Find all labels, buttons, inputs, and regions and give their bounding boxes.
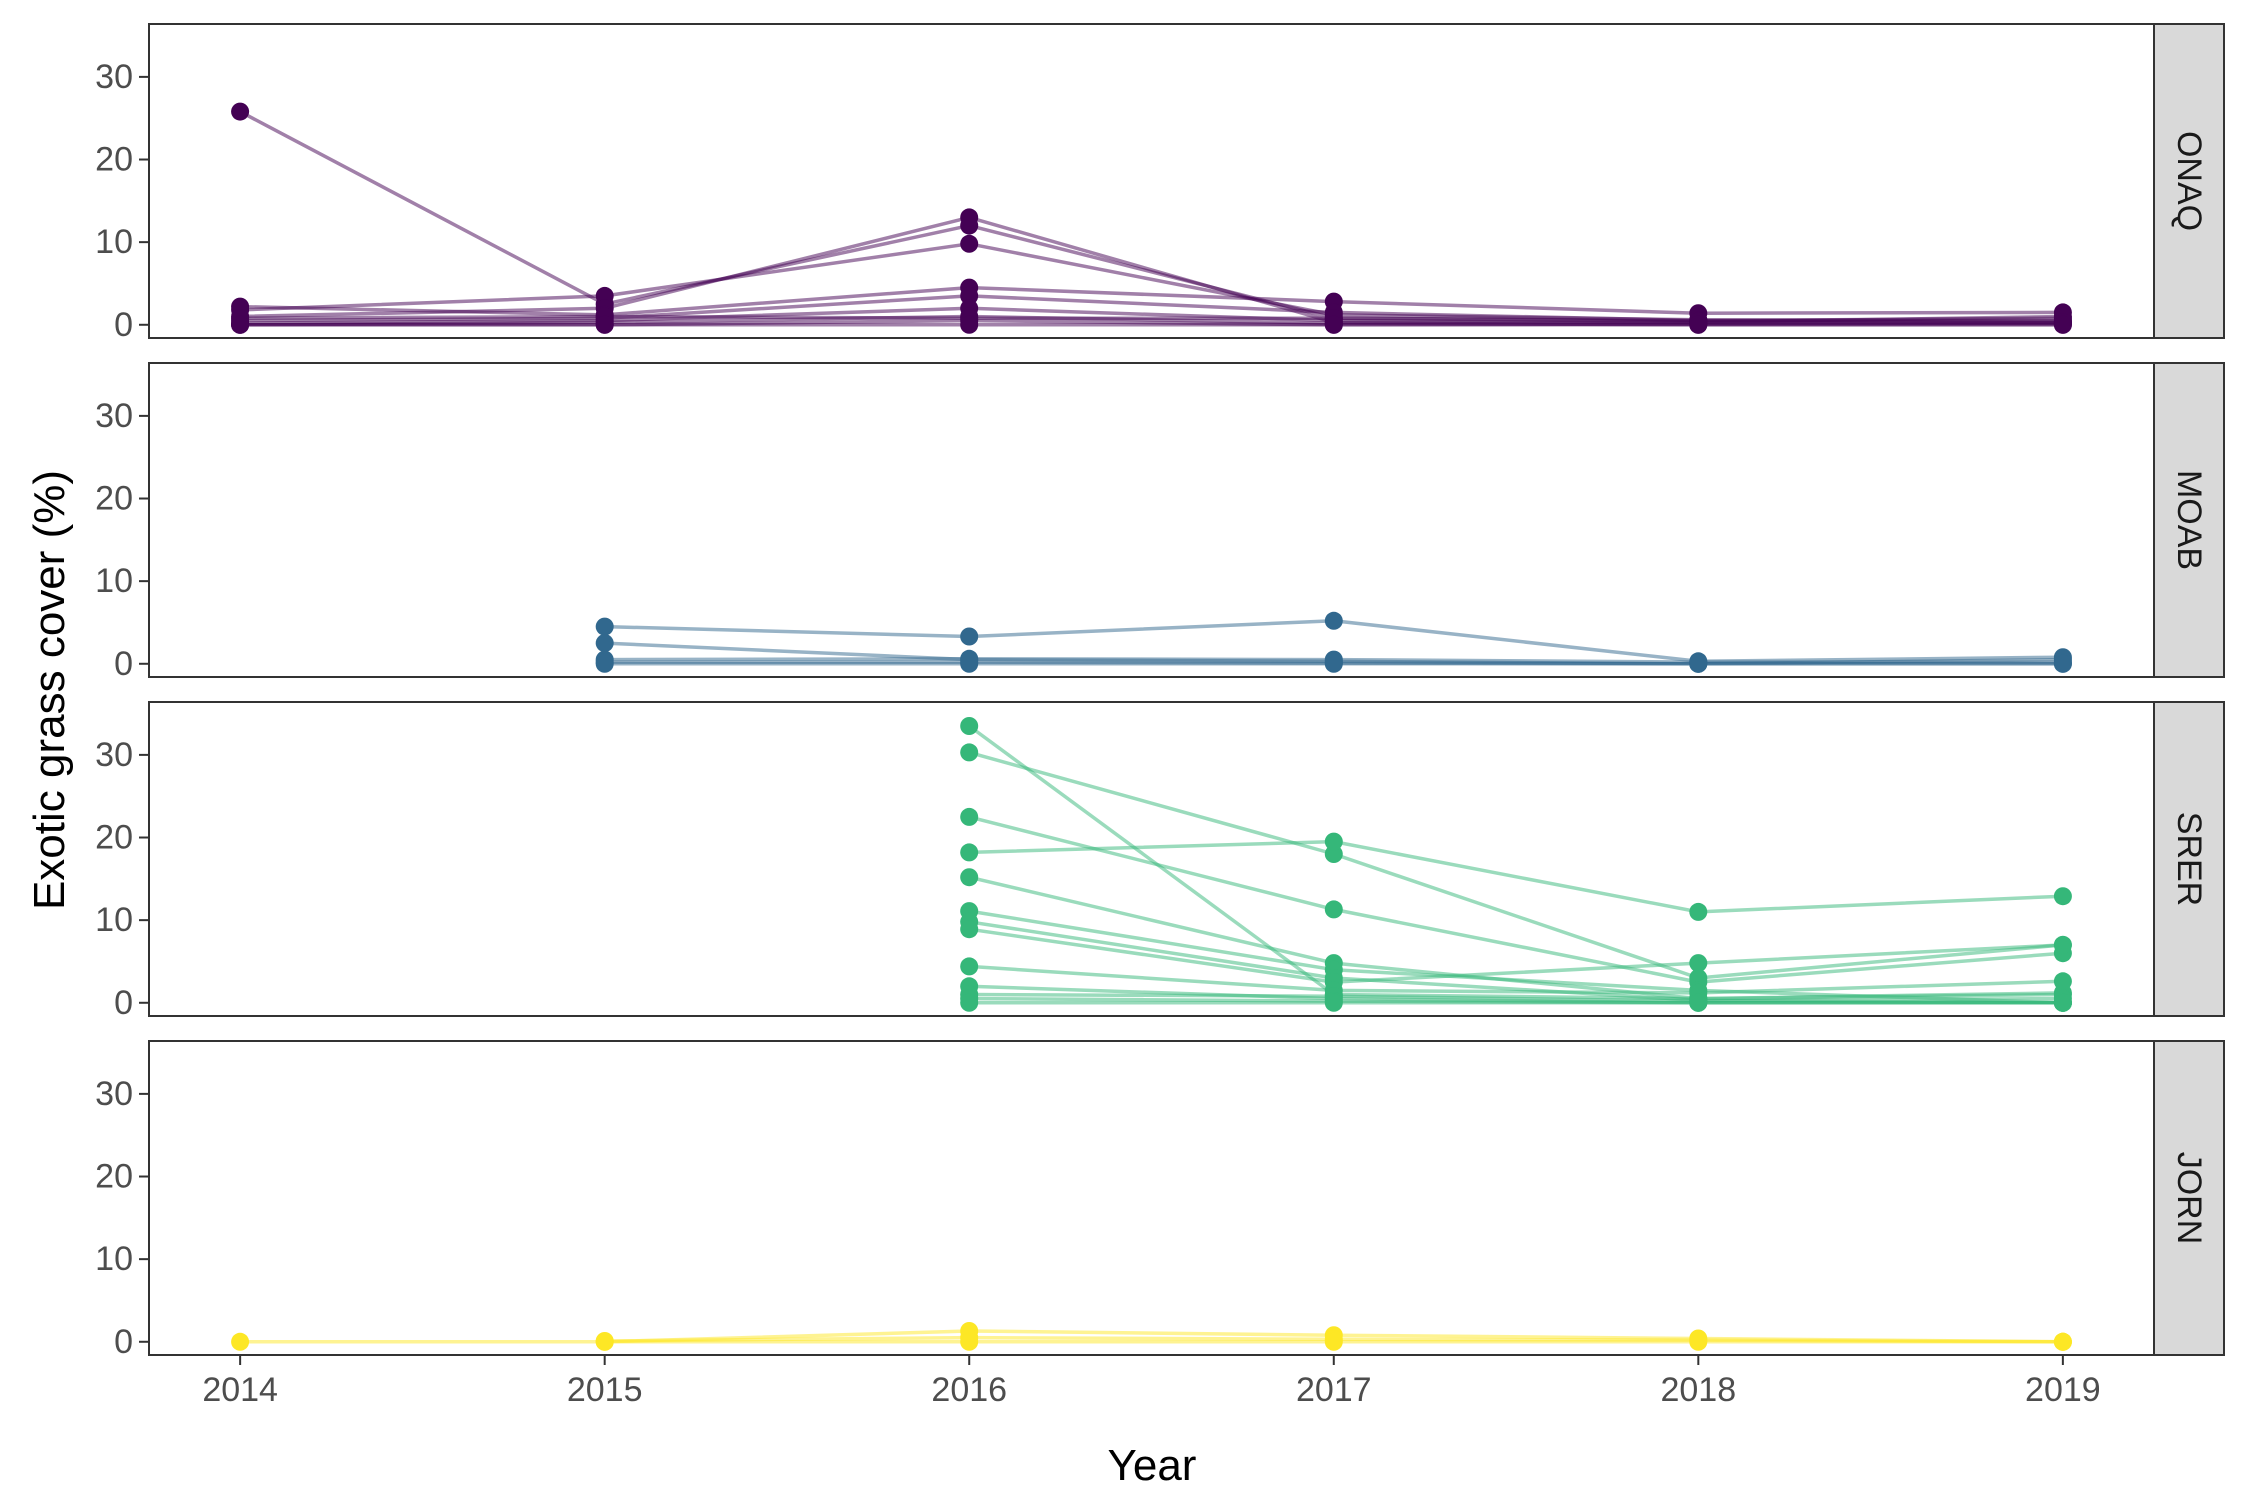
- panel-moab: MOAB 0 10 20 30: [95, 362, 2225, 683]
- series-line: [967, 992, 2065, 1003]
- data-point: [960, 286, 979, 305]
- data-point: [960, 920, 979, 939]
- y-tick-label: 10: [95, 562, 133, 600]
- data-point: [2053, 315, 2072, 334]
- y-tick-label: 20: [95, 480, 133, 518]
- data-point: [1324, 832, 1343, 851]
- data-point: [595, 1332, 614, 1351]
- series-line: [967, 815, 2065, 984]
- data-point: [960, 717, 979, 735]
- data-point: [1689, 902, 1708, 921]
- strip-label: MOAB: [2170, 470, 2208, 570]
- panel-border: [148, 1040, 2155, 1356]
- y-tick-label: 30: [95, 397, 133, 435]
- data-point: [2053, 654, 2072, 673]
- series-line: [238, 285, 2065, 317]
- data-point: [960, 868, 979, 887]
- y-tick-label: 10: [95, 223, 133, 261]
- data-point: [960, 1332, 979, 1351]
- data-point: [960, 315, 979, 334]
- y-tick-label: 20: [95, 1158, 133, 1196]
- x-axis-title: Year: [1108, 1441, 1197, 1490]
- data-point: [2053, 887, 2072, 906]
- strip-background: [2153, 23, 2225, 339]
- panel-srer: SRER 0 10 20 30: [95, 701, 2225, 1022]
- data-point: [960, 743, 979, 762]
- data-point: [960, 208, 979, 227]
- y-tick-label: 30: [95, 1075, 133, 1113]
- series-line: [967, 909, 2065, 1005]
- data-point: [960, 627, 979, 646]
- data-point: [960, 234, 979, 253]
- y-tick-label: 30: [95, 58, 133, 96]
- strip-background: [2153, 362, 2225, 678]
- panel-border: [148, 23, 2155, 339]
- y-tick-label: 20: [95, 141, 133, 179]
- x-tick-label: 2017: [1296, 1371, 1372, 1409]
- y-tick-label: 0: [114, 306, 133, 344]
- data-point: [1689, 315, 1708, 334]
- data-point: [960, 993, 979, 1012]
- y-tick-label: 10: [95, 1240, 133, 1278]
- data-point: [1689, 654, 1708, 673]
- panel-onaq: ONAQ 0 10 20 30: [95, 23, 2225, 344]
- data-point: [595, 653, 614, 672]
- data-point: [595, 617, 614, 636]
- data-point: [1324, 654, 1343, 672]
- data-point: [2053, 1332, 2072, 1351]
- data-point: [231, 1332, 250, 1351]
- y-tick-label: 0: [114, 1323, 133, 1361]
- x-tick-label: 2018: [1660, 1371, 1736, 1409]
- data-point: [2053, 993, 2072, 1012]
- y-tick-label: 0: [114, 645, 133, 683]
- data-point: [2053, 972, 2072, 991]
- strip-background: [2153, 701, 2225, 1017]
- data-point: [1324, 1332, 1343, 1351]
- data-point: [1324, 993, 1343, 1012]
- panels-layer: ONAQ 0 10 20 30 MOAB 0 10 20 30 SRER 0 10 20 30 JORN 0 10…: [95, 23, 2225, 1361]
- strip-background: [2153, 1040, 2225, 1356]
- data-point: [960, 957, 979, 976]
- y-axis-title: Exotic grass cover (%): [25, 470, 74, 910]
- panel-jorn: JORN 0 10 20 30: [95, 1040, 2225, 1361]
- data-point: [1324, 845, 1343, 863]
- strip-label: ONAQ: [2170, 131, 2208, 231]
- data-point: [1689, 1332, 1708, 1351]
- series-line: [967, 839, 2065, 914]
- data-point: [960, 843, 979, 862]
- y-tick-label: 0: [114, 984, 133, 1022]
- panel-border: [148, 362, 2155, 678]
- x-tick-label: 2019: [2025, 1371, 2101, 1409]
- series-line: [967, 750, 2065, 980]
- x-tick-label: 2016: [931, 1371, 1007, 1409]
- data-point: [1324, 900, 1343, 919]
- data-point: [231, 102, 250, 121]
- data-point: [1689, 993, 1708, 1012]
- strip-label: JORN: [2170, 1152, 2208, 1245]
- data-point: [1324, 611, 1343, 630]
- x-axis: 2014 2015 2016 2017 2018 2019: [202, 1355, 2101, 1409]
- x-tick-label: 2015: [567, 1371, 643, 1409]
- strip-label: SRER: [2170, 812, 2208, 906]
- series-line: [967, 927, 2065, 984]
- y-tick-label: 10: [95, 901, 133, 939]
- data-point: [595, 634, 614, 653]
- x-tick-label: 2014: [202, 1371, 278, 1409]
- data-point: [595, 286, 614, 305]
- y-tick-label: 30: [95, 736, 133, 774]
- data-point: [231, 315, 250, 334]
- data-point: [595, 315, 614, 334]
- y-tick-label: 20: [95, 819, 133, 857]
- data-point: [960, 653, 979, 672]
- series-line: [238, 314, 2065, 325]
- data-point: [2053, 935, 2072, 954]
- data-point: [1689, 954, 1708, 973]
- series-line: [967, 964, 2065, 995]
- data-point: [960, 807, 979, 826]
- data-point: [1324, 315, 1343, 334]
